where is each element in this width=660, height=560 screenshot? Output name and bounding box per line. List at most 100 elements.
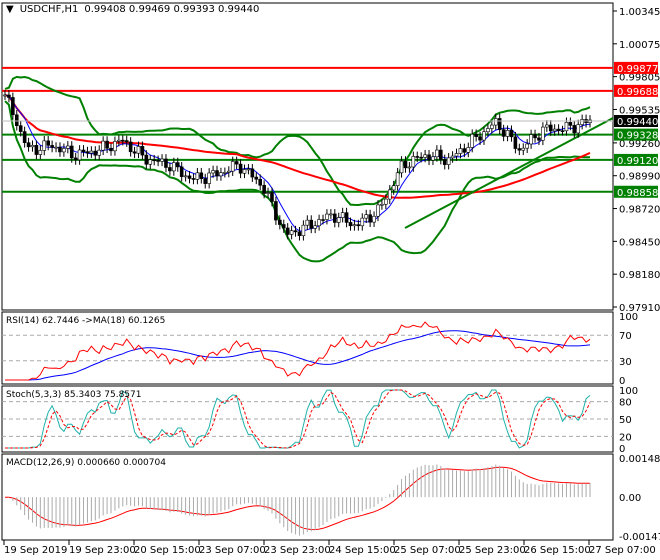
macd-tick-label: 0.00	[619, 493, 641, 504]
current-price-tag	[614, 115, 658, 128]
candle-body	[387, 189, 392, 200]
candle-body	[332, 213, 337, 223]
level-price-label: 0.99328	[617, 131, 658, 142]
candle-body	[356, 224, 361, 227]
candle-body	[38, 150, 43, 155]
time-label: 25 Sep 07:00	[394, 545, 461, 556]
candle-body	[117, 139, 121, 142]
candle-body	[246, 168, 251, 171]
st-tick-label: 100	[619, 386, 638, 397]
macd-line-0	[4, 466, 590, 531]
candle-body	[250, 168, 255, 178]
candle-body	[435, 149, 439, 158]
candle-body	[281, 224, 286, 229]
level-price-label: 0.99877	[617, 64, 658, 75]
candle-body	[537, 137, 541, 141]
price-tick-label: 0.98720	[619, 205, 660, 216]
candle-body	[77, 149, 82, 161]
candle-body	[580, 119, 584, 125]
candle-body	[211, 170, 215, 174]
level-price-label: 0.98858	[617, 188, 658, 199]
candle-body	[305, 219, 310, 226]
candle-body	[372, 215, 376, 223]
candle-body	[415, 156, 420, 158]
candle-body	[293, 230, 298, 233]
candle-body	[262, 184, 266, 194]
bollinger-lower	[4, 100, 591, 263]
macd-tick-label: 0.001483	[619, 454, 660, 465]
candle-body	[325, 213, 329, 220]
candle-body	[564, 122, 569, 132]
candle-body	[344, 212, 349, 223]
candle-body	[85, 151, 90, 154]
candle-body	[11, 97, 15, 116]
candle-body	[525, 143, 529, 149]
candle-body	[521, 147, 526, 151]
macd-label: MACD(12,26,9) 0.000660 0.000704	[6, 458, 166, 468]
candle-body	[164, 158, 168, 168]
candle-body	[14, 114, 19, 126]
candle-body	[34, 144, 39, 155]
candle-body	[427, 154, 431, 161]
candle-body	[545, 124, 549, 128]
candle-body	[313, 225, 317, 229]
time-label: 25 Sep 23:00	[459, 545, 526, 556]
price-tick-label: 0.99805	[619, 73, 660, 84]
macd-tick-label: -0.00147	[619, 532, 660, 543]
time-label: 23 Sep 07:00	[199, 545, 266, 556]
candle-body	[541, 126, 545, 141]
rsi-line-0	[5, 330, 591, 381]
candle-body	[234, 161, 239, 165]
candle-body	[183, 175, 188, 178]
candle-body	[556, 128, 561, 131]
candle-body	[493, 118, 498, 126]
rsi-line-1	[5, 321, 591, 381]
candle-body	[509, 130, 514, 138]
candle-body	[128, 141, 133, 153]
candle-body	[340, 212, 345, 218]
candle-body	[568, 122, 573, 126]
candle-body	[258, 178, 263, 186]
candle-body	[242, 169, 247, 174]
candle-body	[364, 214, 369, 219]
candle-body	[391, 185, 396, 191]
time-label: 24 Sep 15:00	[329, 545, 396, 556]
price-tick-label: 0.99260	[619, 139, 660, 150]
candle-body	[501, 129, 506, 137]
ma-slow	[4, 94, 591, 199]
candle-body	[69, 145, 74, 159]
st-tick-label: 50	[619, 415, 632, 426]
candle-body	[289, 230, 294, 235]
candle-body	[450, 155, 455, 159]
candle-body	[368, 214, 372, 223]
panel-rsi	[1, 311, 614, 385]
candle-body	[329, 213, 333, 216]
level-price-label: 0.99688	[617, 87, 658, 98]
level-price-tag	[614, 153, 658, 166]
candle-body	[223, 172, 227, 174]
candle-body	[54, 146, 58, 149]
rsi-tick-label: 30	[619, 357, 632, 368]
candle-body	[419, 156, 423, 159]
rsi-tick-label: 70	[619, 331, 632, 342]
candle-body	[124, 140, 129, 143]
candle-body	[238, 163, 243, 174]
price-tick-label: 0.98180	[619, 270, 660, 281]
chart-header: ▼ USDCHF,H1 0.99408 0.99469 0.99393 0.99…	[6, 4, 259, 15]
candle-body	[399, 160, 404, 174]
candle-body	[497, 118, 502, 130]
candle-body	[3, 94, 7, 97]
candle-body	[360, 217, 365, 227]
dropdown-triangle-icon[interactable]: ▼	[6, 4, 14, 15]
candle-body	[513, 136, 518, 149]
rsi-label: RSI(14) 62.7446 ->MA(18) 60.1265	[6, 316, 166, 326]
candle-body	[152, 159, 156, 162]
candle-body	[285, 227, 290, 235]
candle-body	[105, 140, 109, 149]
candle-body	[384, 198, 388, 205]
candle-body	[403, 160, 408, 169]
candle-body	[470, 133, 475, 148]
candle-body	[297, 231, 302, 236]
candle-body	[73, 157, 78, 161]
